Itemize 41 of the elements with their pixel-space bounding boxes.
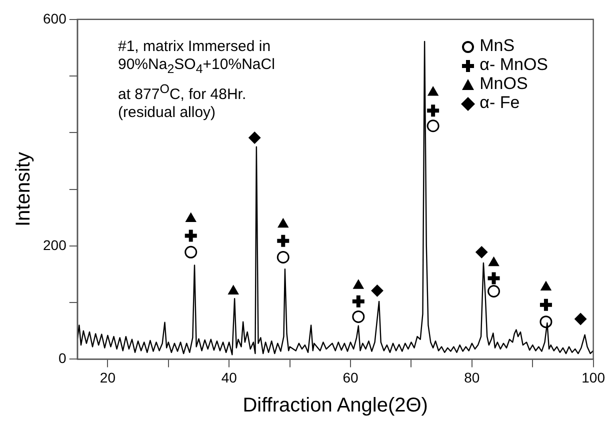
y-tick-label: 600 [43, 10, 67, 26]
x-tick-label: 100 [582, 369, 606, 386]
legend-label: MnOS [478, 74, 529, 93]
legend-label: α- Fe [478, 93, 521, 112]
x-tick-label: 80 [464, 369, 480, 386]
point [425, 102, 442, 119]
point [476, 246, 488, 258]
annotation: #1, matrix Immersed in [118, 38, 272, 56]
point [184, 246, 198, 258]
annotation: 90%Na$_{2}$SO$_{4}$+10%NaCl [118, 56, 275, 78]
annotation: (residual alloy) [118, 104, 217, 122]
point [275, 232, 292, 249]
point [182, 228, 199, 244]
point [426, 120, 440, 132]
point [428, 86, 438, 96]
point [353, 280, 364, 289]
point [538, 296, 554, 313]
point [540, 281, 552, 291]
point [276, 251, 290, 264]
x-axis-title: Diffraction Angle(2Θ) [242, 394, 428, 417]
y-tick-label: 0 [58, 350, 67, 366]
x-tick-label: 40 [221, 369, 238, 386]
point [486, 270, 502, 286]
point [352, 310, 365, 323]
point [350, 293, 366, 310]
y-axis-title: Intensity [12, 152, 35, 227]
point [574, 312, 587, 325]
point [228, 285, 239, 294]
point [540, 316, 552, 328]
point [278, 218, 288, 228]
legend-label: α- MnOS [478, 55, 548, 74]
x-tick-label: 60 [342, 369, 359, 386]
annotation: at 877$^{O}$C, for 48Hr. [118, 81, 248, 104]
point [371, 284, 384, 297]
point [248, 132, 261, 144]
point [488, 256, 500, 266]
point [488, 284, 500, 298]
x-tick-label: 20 [100, 369, 116, 386]
y-tick-label: 200 [43, 236, 67, 253]
point [186, 212, 196, 222]
legend-label: MnS [478, 36, 516, 55]
